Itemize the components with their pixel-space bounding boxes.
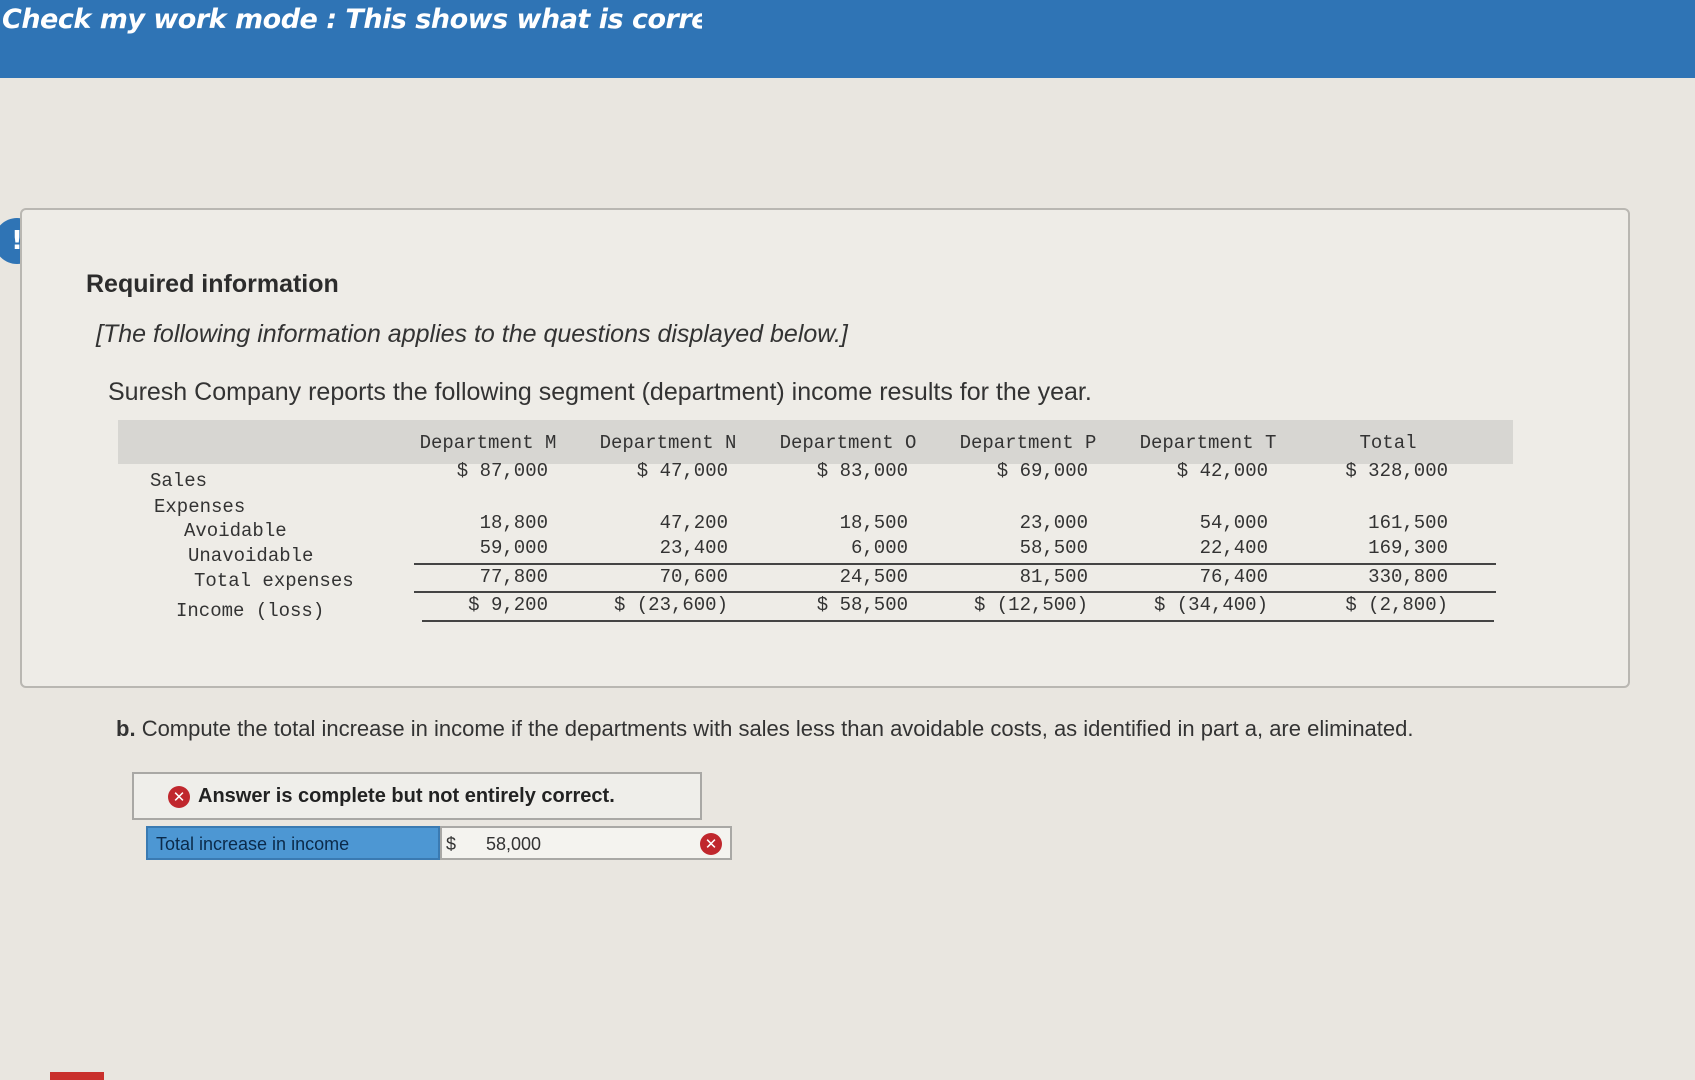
- sales-dept-t: $ 42,000: [1176, 460, 1268, 482]
- answer-status-box: ✕ Answer is complete but not entirely co…: [132, 772, 702, 820]
- question-b: b. Compute the total increase in income …: [116, 716, 1414, 742]
- intro-text: Suresh Company reports the following seg…: [108, 378, 1092, 406]
- banner-text: Check my work mode : This shows what is …: [2, 4, 702, 35]
- currency-symbol: $: [446, 834, 457, 854]
- table-header-band: [118, 420, 1513, 464]
- total-increase-input[interactable]: $ 58,000 ✕: [440, 826, 732, 860]
- unavoidable-dept-t: 22,400: [1199, 537, 1268, 559]
- income-dept-o: $ 58,500: [816, 594, 908, 616]
- total-increase-value: 58,000: [486, 834, 542, 854]
- total-expenses-dept-n: 70,600: [659, 566, 728, 588]
- unavoidable-dept-m: 59,000: [479, 537, 548, 559]
- avoidable-dept-o: 18,500: [839, 512, 908, 534]
- sales-dept-n: $ 47,000: [636, 460, 728, 482]
- avoidable-dept-p: 23,000: [1019, 512, 1088, 534]
- income-dept-p: $ (12,500): [973, 594, 1088, 616]
- check-my-work-banner: Check my work mode : This shows what is …: [0, 0, 1695, 78]
- income-dept-m: $ 9,200: [468, 594, 548, 616]
- avoidable-dept-n: 47,200: [659, 512, 728, 534]
- total-expenses-dept-m: 77,800: [479, 566, 548, 588]
- total-expenses-dept-o: 24,500: [839, 566, 908, 588]
- row-label-avoidable: Avoidable: [184, 520, 287, 542]
- sales-dept-o: $ 83,000: [816, 460, 908, 482]
- unavoidable-total: 169,300: [1368, 537, 1448, 559]
- question-text: Compute the total increase in income if …: [141, 716, 1414, 741]
- row-label-sales: Sales: [150, 470, 208, 492]
- total-expenses-dept-t: 76,400: [1199, 566, 1268, 588]
- close-icon: ✕: [168, 786, 190, 808]
- avoidable-total: 161,500: [1368, 512, 1448, 534]
- row-label-income: Income (loss): [176, 600, 325, 622]
- income-dept-n: $ (23,600): [613, 594, 728, 616]
- subtotal-rule: [414, 563, 1496, 565]
- income-dept-t: $ (34,400): [1153, 594, 1268, 616]
- total-expenses-dept-p: 81,500: [1019, 566, 1088, 588]
- col-header-dept-m: Department M: [419, 432, 557, 454]
- row-label-unavoidable: Unavoidable: [188, 545, 314, 567]
- bottom-tab[interactable]: [50, 1072, 104, 1080]
- total-expenses-total: 330,800: [1368, 566, 1448, 588]
- income-underline: [422, 620, 1494, 622]
- col-header-dept-o: Department O: [779, 432, 917, 454]
- row-label-expenses: Expenses: [154, 496, 246, 518]
- total-rule: [414, 591, 1496, 593]
- total-increase-label: Total increase in income: [146, 826, 440, 860]
- sales-total: $ 328,000: [1345, 460, 1448, 482]
- answer-status-text: Answer is complete but not entirely corr…: [198, 785, 615, 807]
- unavoidable-dept-p: 58,500: [1019, 537, 1088, 559]
- sales-dept-p: $ 69,000: [996, 460, 1088, 482]
- unavoidable-dept-n: 23,400: [659, 537, 728, 559]
- col-header-dept-p: Department P: [959, 432, 1097, 454]
- col-header-dept-n: Department N: [599, 432, 737, 454]
- avoidable-dept-m: 18,800: [479, 512, 548, 534]
- incorrect-icon: ✕: [700, 833, 722, 855]
- row-label-total-expenses: Total expenses: [194, 570, 354, 592]
- unavoidable-dept-o: 6,000: [850, 537, 908, 559]
- applies-note: [The following information applies to th…: [96, 320, 848, 348]
- avoidable-dept-t: 54,000: [1199, 512, 1268, 534]
- income-total: $ (2,800): [1345, 594, 1448, 616]
- col-header-total: Total: [1359, 432, 1417, 454]
- question-prefix: b.: [116, 716, 136, 741]
- required-information-title: Required information: [86, 270, 339, 298]
- col-header-dept-t: Department T: [1139, 432, 1277, 454]
- sales-dept-m: $ 87,000: [456, 460, 548, 482]
